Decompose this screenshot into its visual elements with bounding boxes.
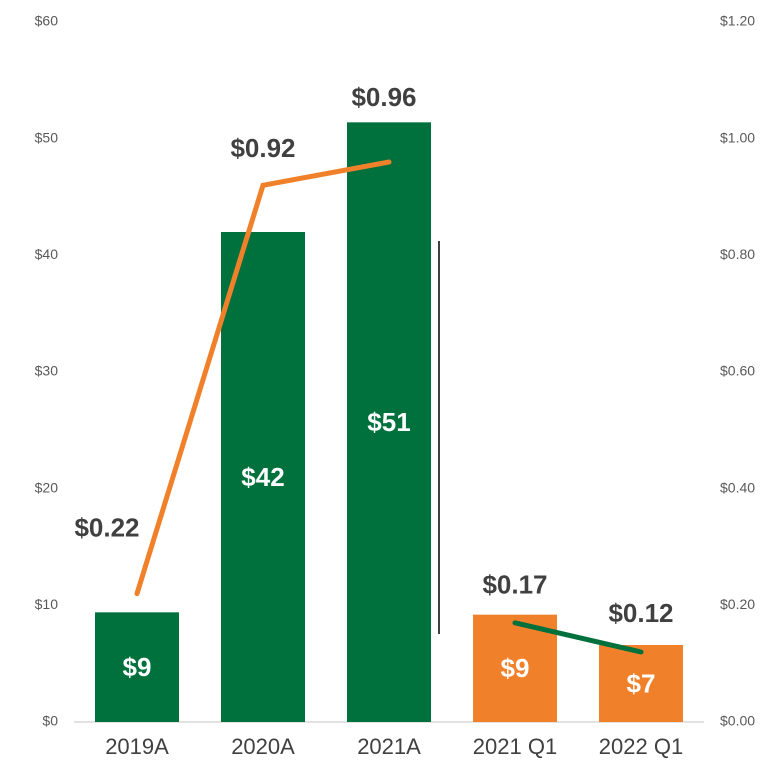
- bar-label: $9: [501, 653, 530, 683]
- y2-tick-label: $0.00: [720, 713, 755, 729]
- y-tick-label: $20: [35, 479, 59, 495]
- line-label: $0.12: [608, 598, 673, 628]
- y-tick-label: $10: [35, 596, 59, 612]
- x-tick-label: 2020A: [231, 734, 295, 759]
- bar-label: $9: [123, 652, 152, 682]
- bar: [599, 645, 683, 722]
- y-tick-label: $60: [35, 13, 59, 29]
- line-label: $0.92: [230, 133, 295, 163]
- bar-label: $7: [627, 668, 656, 698]
- y2-tick-label: $0.40: [720, 479, 755, 495]
- bar-label: $42: [241, 462, 284, 492]
- bar: [95, 612, 179, 722]
- line-label: $0.96: [351, 82, 416, 112]
- line-label: $0.22: [74, 513, 139, 543]
- y-tick-label: $30: [35, 363, 59, 379]
- y-tick-label: $40: [35, 246, 59, 262]
- y2-tick-label: $0.80: [720, 246, 755, 262]
- line-label: $0.17: [482, 570, 547, 600]
- line: [134, 159, 392, 597]
- y2-tick-label: $1.20: [720, 13, 755, 29]
- y2-tick-label: $0.60: [720, 363, 755, 379]
- x-tick-label: 2022 Q1: [599, 734, 683, 759]
- bar: [473, 614, 557, 722]
- y-tick-label: $50: [35, 129, 59, 145]
- bar: [221, 232, 305, 722]
- bar: [347, 122, 431, 723]
- y2-tick-label: $1.00: [720, 129, 755, 145]
- x-tick-label: 2021 Q1: [473, 734, 557, 759]
- y2-tick-label: $0.20: [720, 596, 755, 612]
- x-tick-label: 2019A: [105, 734, 169, 759]
- line: [512, 620, 644, 655]
- y-tick-label: $0: [42, 713, 58, 729]
- x-tick-label: 2021A: [357, 734, 421, 759]
- bar-label: $51: [367, 407, 410, 437]
